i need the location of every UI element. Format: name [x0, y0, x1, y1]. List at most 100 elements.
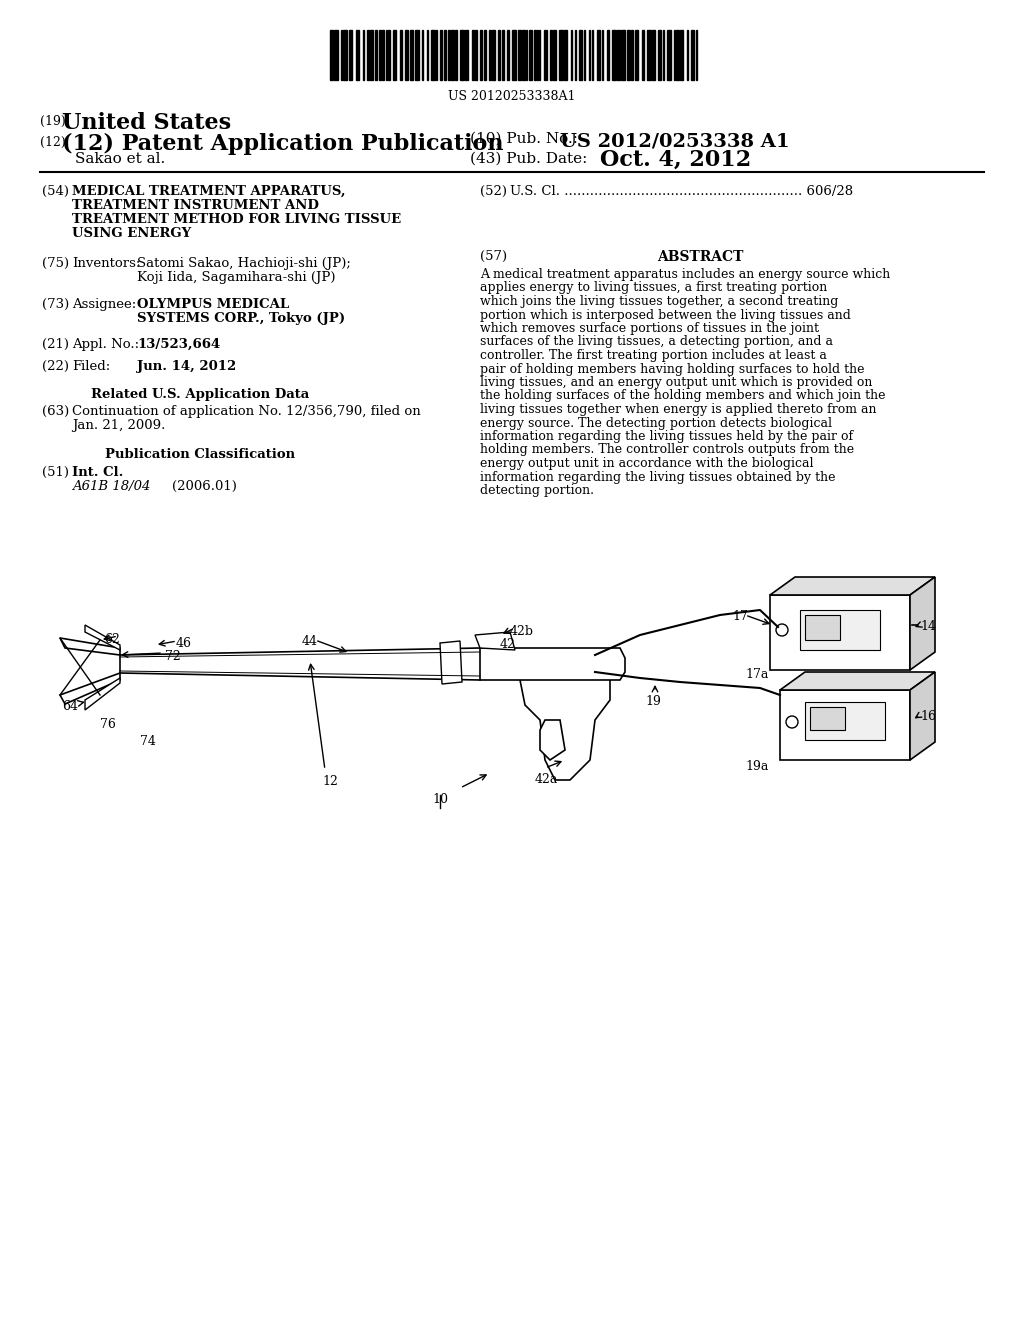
- Bar: [584, 30, 586, 81]
- Bar: [449, 30, 451, 81]
- Bar: [686, 30, 688, 81]
- Text: 14: 14: [920, 620, 936, 634]
- Text: living tissues together when energy is applied thereto from an: living tissues together when energy is a…: [480, 403, 877, 416]
- Text: 74: 74: [140, 735, 156, 748]
- Bar: [641, 30, 644, 81]
- Bar: [479, 30, 482, 81]
- Text: United States: United States: [62, 112, 231, 135]
- Bar: [330, 30, 334, 81]
- Bar: [780, 690, 910, 760]
- Text: controller. The first treating portion includes at least a: controller. The first treating portion i…: [480, 348, 826, 362]
- Bar: [677, 30, 679, 81]
- Text: holding members. The controller controls outputs from the: holding members. The controller controls…: [480, 444, 854, 457]
- Text: Satomi Sakao, Hachioji-shi (JP);: Satomi Sakao, Hachioji-shi (JP);: [137, 257, 351, 271]
- Bar: [570, 30, 571, 81]
- Polygon shape: [85, 678, 120, 710]
- Bar: [537, 30, 538, 81]
- Polygon shape: [770, 577, 935, 595]
- Polygon shape: [475, 632, 515, 649]
- Text: (43) Pub. Date:: (43) Pub. Date:: [470, 152, 588, 166]
- Bar: [335, 30, 338, 81]
- Bar: [680, 30, 683, 81]
- Polygon shape: [520, 655, 610, 780]
- Text: portion which is interposed between the living tissues and: portion which is interposed between the …: [480, 309, 851, 322]
- Bar: [410, 30, 414, 81]
- Bar: [522, 30, 524, 81]
- Bar: [518, 30, 521, 81]
- Bar: [484, 30, 486, 81]
- Text: Oct. 4, 2012: Oct. 4, 2012: [600, 149, 752, 172]
- Text: 44: 44: [302, 635, 318, 648]
- Text: A medical treatment apparatus includes an energy source which: A medical treatment apparatus includes a…: [480, 268, 890, 281]
- Bar: [589, 30, 590, 81]
- Text: Koji Iida, Sagamihara-shi (JP): Koji Iida, Sagamihara-shi (JP): [137, 271, 336, 284]
- Text: living tissues, and an energy output unit which is provided on: living tissues, and an energy output uni…: [480, 376, 872, 389]
- Text: Continuation of application No. 12/356,790, filed on: Continuation of application No. 12/356,7…: [72, 405, 421, 418]
- Text: (73): (73): [42, 298, 70, 312]
- Bar: [592, 30, 593, 81]
- Bar: [529, 30, 532, 81]
- Text: SYSTEMS CORP., Tokyo (JP): SYSTEMS CORP., Tokyo (JP): [137, 312, 345, 325]
- Bar: [512, 30, 515, 81]
- Text: USING ENERGY: USING ENERGY: [72, 227, 191, 240]
- Text: Jan. 21, 2009.: Jan. 21, 2009.: [72, 418, 165, 432]
- Text: 16: 16: [920, 710, 936, 723]
- Bar: [800, 610, 880, 649]
- Bar: [606, 30, 609, 81]
- Bar: [770, 595, 910, 671]
- Text: which removes surface portions of tissues in the joint: which removes surface portions of tissue…: [480, 322, 819, 335]
- Text: OLYMPUS MEDICAL: OLYMPUS MEDICAL: [137, 298, 289, 312]
- Bar: [431, 30, 434, 81]
- Text: Publication Classification: Publication Classification: [104, 447, 295, 461]
- Text: Assignee:: Assignee:: [72, 298, 136, 312]
- Bar: [627, 30, 631, 81]
- Text: 76: 76: [100, 718, 116, 731]
- Bar: [805, 615, 840, 640]
- Text: (75): (75): [42, 257, 70, 271]
- Bar: [540, 30, 541, 81]
- Text: 19: 19: [645, 696, 660, 708]
- Bar: [507, 30, 509, 81]
- Text: U.S. Cl. ........................................................ 606/28: U.S. Cl. ...............................…: [510, 185, 853, 198]
- Text: energy source. The detecting portion detects biological: energy source. The detecting portion det…: [480, 417, 831, 429]
- Bar: [436, 30, 437, 81]
- Polygon shape: [120, 648, 480, 680]
- Bar: [525, 30, 526, 81]
- Text: (51): (51): [42, 466, 69, 479]
- Bar: [406, 30, 408, 81]
- Bar: [632, 30, 633, 81]
- Bar: [362, 30, 364, 81]
- Text: information regarding the living tissues obtained by the: information regarding the living tissues…: [480, 470, 836, 483]
- Text: 10: 10: [432, 793, 449, 807]
- Bar: [502, 30, 504, 81]
- Bar: [658, 30, 660, 81]
- Text: (10) Pub. No.:: (10) Pub. No.:: [470, 132, 578, 147]
- Bar: [443, 30, 445, 81]
- Text: 42b: 42b: [510, 624, 534, 638]
- Text: the holding surfaces of the holding members and which join the: the holding surfaces of the holding memb…: [480, 389, 886, 403]
- Bar: [455, 30, 457, 81]
- Bar: [651, 30, 655, 81]
- Bar: [553, 30, 556, 81]
- Text: Inventors:: Inventors:: [72, 257, 140, 271]
- Text: 17: 17: [732, 610, 748, 623]
- Text: (12): (12): [40, 136, 66, 149]
- Text: (19): (19): [40, 115, 66, 128]
- Text: 12: 12: [323, 775, 338, 788]
- Bar: [616, 30, 621, 81]
- Bar: [663, 30, 664, 81]
- Text: Int. Cl.: Int. Cl.: [72, 466, 123, 479]
- Bar: [343, 30, 347, 81]
- Text: detecting portion.: detecting portion.: [480, 484, 594, 498]
- Bar: [356, 30, 359, 81]
- Bar: [386, 30, 387, 81]
- Bar: [488, 30, 490, 81]
- Bar: [805, 702, 885, 741]
- Text: TREATMENT METHOD FOR LIVING TISSUE: TREATMENT METHOD FOR LIVING TISSUE: [72, 213, 401, 226]
- Bar: [427, 30, 428, 81]
- Bar: [564, 30, 567, 81]
- Bar: [498, 30, 500, 81]
- Text: TREATMENT INSTRUMENT AND: TREATMENT INSTRUMENT AND: [72, 199, 318, 213]
- Bar: [575, 30, 577, 81]
- Bar: [691, 30, 694, 81]
